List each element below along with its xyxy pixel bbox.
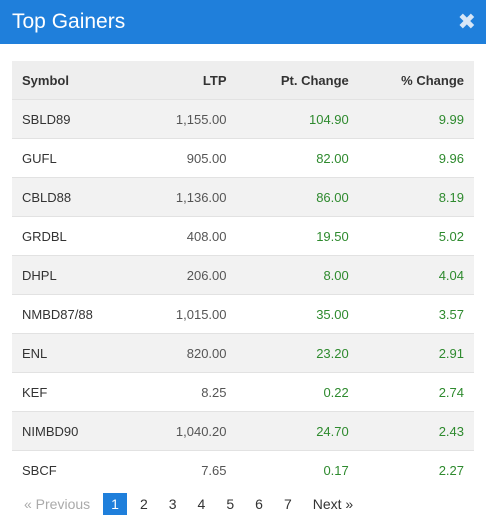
pct-change-cell: 2.27 (358, 450, 474, 489)
table-row[interactable]: GRDBL 408.00 19.50 5.02 (12, 216, 474, 256)
pct-change-cell: 2.74 (358, 372, 474, 412)
page-link-7[interactable]: 7 (283, 496, 292, 512)
pct-change-cell: 5.02 (358, 216, 474, 256)
pt-change-cell: 19.50 (236, 216, 359, 256)
pt-change-cell: 0.22 (236, 372, 359, 412)
next-page-link[interactable]: Next » (312, 496, 354, 512)
ltp-cell: 8.25 (138, 372, 237, 412)
pt-change-cell: 23.20 (236, 333, 359, 373)
symbol-cell: GRDBL (12, 216, 139, 256)
ltp-cell: 206.00 (138, 255, 237, 295)
table-header-row: Symbol LTP Pt. Change % Change (12, 61, 474, 100)
pct-change-cell: 2.91 (358, 333, 474, 373)
previous-page-link[interactable]: « Previous (24, 496, 91, 512)
ltp-cell: 1,136.00 (138, 177, 237, 217)
modal-header: Top Gainers ✖ (0, 0, 486, 44)
gainers-table: Symbol LTP Pt. Change % Change SBLD89 1,… (12, 61, 474, 489)
page-link-6[interactable]: 6 (255, 496, 263, 512)
page-link-3[interactable]: 3 (168, 496, 177, 512)
table-row[interactable]: DHPL 206.00 8.00 4.04 (12, 255, 474, 295)
ltp-cell: 1,040.20 (138, 411, 237, 451)
pagination: « Previous 1 2 3 4 5 6 7 Next » (0, 493, 486, 515)
page-link-5[interactable]: 5 (226, 496, 235, 512)
column-header-pct-change[interactable]: % Change (401, 72, 464, 88)
pt-change-cell: 35.00 (236, 294, 359, 334)
symbol-cell: SBLD89 (12, 99, 139, 139)
table-row[interactable]: NIMBD90 1,040.20 24.70 2.43 (12, 411, 474, 451)
symbol-cell: SBCF (12, 450, 139, 489)
ltp-cell: 1,015.00 (138, 294, 237, 334)
table-row[interactable]: GUFL 905.00 82.00 9.96 (12, 138, 474, 178)
symbol-cell: CBLD88 (12, 177, 139, 217)
pct-change-cell: 8.19 (358, 177, 474, 217)
column-header-ltp[interactable]: LTP (202, 72, 227, 88)
pt-change-cell: 0.17 (236, 450, 359, 489)
pt-change-cell: 104.90 (236, 99, 359, 139)
symbol-cell: KEF (12, 372, 139, 412)
pct-change-cell: 9.99 (358, 99, 474, 139)
page-link-1[interactable]: 1 (103, 493, 127, 515)
pct-change-cell: 9.96 (358, 138, 474, 178)
table-row[interactable]: SBCF 7.65 0.17 2.27 (12, 450, 474, 489)
symbol-cell: NMBD87/88 (12, 294, 139, 334)
ltp-cell: 408.00 (138, 216, 237, 256)
pt-change-cell: 24.70 (236, 411, 359, 451)
symbol-cell: ENL (12, 333, 139, 373)
pct-change-cell: 2.43 (358, 411, 474, 451)
symbol-cell: GUFL (12, 138, 139, 178)
ltp-cell: 820.00 (138, 333, 237, 373)
ltp-cell: 905.00 (138, 138, 237, 178)
close-icon[interactable]: ✖ (457, 9, 476, 34)
pt-change-cell: 82.00 (236, 138, 359, 178)
modal-title: Top Gainers (12, 10, 126, 33)
symbol-cell: NIMBD90 (12, 411, 139, 451)
table-container: Symbol LTP Pt. Change % Change SBLD89 1,… (0, 44, 486, 489)
pct-change-cell: 3.57 (358, 294, 474, 334)
table-row[interactable]: ENL 820.00 23.20 2.91 (12, 333, 474, 373)
page-link-2[interactable]: 2 (139, 496, 148, 512)
ltp-cell: 1,155.00 (138, 99, 237, 139)
column-header-symbol[interactable]: Symbol (22, 72, 69, 88)
table-row[interactable]: CBLD88 1,136.00 86.00 8.19 (12, 177, 474, 217)
column-header-pt-change[interactable]: Pt. Change (280, 72, 349, 88)
pct-change-cell: 4.04 (358, 255, 474, 295)
page-link-4[interactable]: 4 (197, 496, 206, 512)
pt-change-cell: 8.00 (236, 255, 359, 295)
ltp-cell: 7.65 (138, 450, 237, 489)
symbol-cell: DHPL (12, 255, 139, 295)
table-row[interactable]: KEF 8.25 0.22 2.74 (12, 372, 474, 412)
table-row[interactable]: SBLD89 1,155.00 104.90 9.99 (12, 99, 474, 139)
pt-change-cell: 86.00 (236, 177, 359, 217)
table-row[interactable]: NMBD87/88 1,015.00 35.00 3.57 (12, 294, 474, 334)
